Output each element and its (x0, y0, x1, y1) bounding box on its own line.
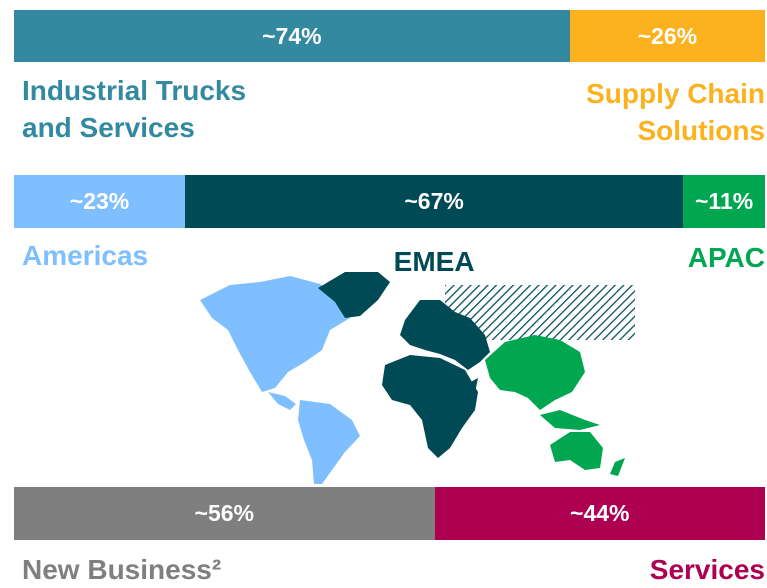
americas-region (200, 276, 360, 484)
apac-region (485, 335, 625, 476)
segment-name: APAC (687, 242, 765, 273)
segment-name: Americas (22, 240, 149, 271)
value-label: ~44% (570, 500, 630, 526)
value-label: ~56% (194, 500, 254, 526)
value-label: ~23% (69, 188, 130, 214)
bar-segment: ~67% (185, 175, 684, 228)
segment-name: Industrial Trucks and Services (22, 75, 247, 143)
value-label: ~67% (404, 188, 464, 214)
segment-name: Services (649, 554, 765, 585)
bar-segment: ~74% (14, 10, 570, 62)
segment-name: EMEA (393, 246, 475, 277)
value-label: ~74% (262, 22, 322, 49)
bar-segment: ~11% (683, 175, 765, 228)
russia-hatched (445, 285, 635, 340)
value-label: ~11% (694, 188, 754, 214)
segment-name: New Business² (22, 554, 222, 585)
bar-segment: ~56% (14, 487, 435, 540)
value-label: ~26% (637, 22, 698, 49)
segment-name: Supply Chain Solutions (586, 78, 765, 146)
bar-segment: ~26% (569, 10, 765, 62)
bar-segment: ~44% (434, 487, 765, 540)
bar-segment: ~23% (14, 175, 186, 228)
